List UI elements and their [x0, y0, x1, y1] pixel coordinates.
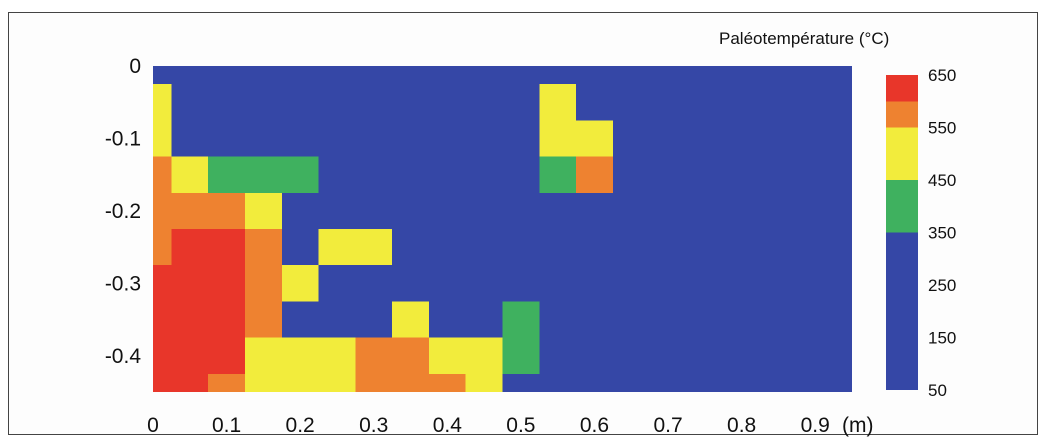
heatmap-cell [153, 120, 172, 157]
colorbar-tick-label: 450 [928, 171, 956, 190]
heatmap-cell [153, 229, 172, 266]
heatmap-cell [153, 156, 172, 193]
heatmap-cell [244, 192, 282, 229]
heatmap-cell [465, 373, 503, 392]
x-tick-label: 0.4 [433, 414, 463, 437]
x-axis-unit: (m) [842, 414, 873, 437]
heatmap-cell [171, 156, 209, 193]
heatmap-cell [244, 229, 282, 338]
colorbar-title: Paléotempérature (°C) [719, 29, 889, 48]
heatmap-cell [171, 229, 245, 374]
colorbar-band [886, 75, 918, 102]
x-tick-label: 0.1 [212, 414, 241, 437]
heatmap-cell [502, 301, 540, 374]
y-tick-label: 0 [129, 55, 141, 78]
heatmap-cell [318, 229, 393, 266]
heatmap-cells [153, 84, 613, 392]
y-tick-label: -0.3 [105, 272, 141, 295]
x-tick-label: 0.7 [653, 414, 682, 437]
heatmap-cell [244, 337, 356, 392]
x-tick-label: 0.6 [580, 414, 609, 437]
x-axis-ticks: 0 0.1 0.2 0.3 0.4 0.5 0.6 0.7 0.8 0.9 [147, 414, 830, 437]
x-tick-label: 0.5 [506, 414, 535, 437]
heatmap-cell [539, 156, 577, 193]
x-tick-label: 0.2 [286, 414, 315, 437]
heatmap-cell [281, 265, 319, 302]
x-tick-label: 0.8 [727, 414, 756, 437]
heatmap-cell [355, 337, 429, 392]
colorbar-band [886, 127, 918, 180]
y-tick-label: -0.1 [105, 127, 141, 150]
colorbar-tick-label: 650 [928, 66, 956, 85]
y-tick-label: -0.4 [105, 345, 142, 368]
x-tick-label: 0.3 [359, 414, 388, 437]
heatmap-cell [428, 373, 466, 392]
heatmap-cell [428, 337, 503, 374]
heatmap-cell [208, 156, 319, 193]
colorbar-tick-label: 550 [928, 119, 956, 138]
heatmap-cell [392, 301, 429, 338]
heatmap-cell [539, 84, 577, 121]
x-tick-label: 0 [147, 414, 159, 437]
heatmap-cell [153, 84, 172, 121]
colorbar-band [886, 101, 918, 128]
colorbar-tick-label: 350 [928, 224, 956, 243]
y-axis-ticks: 0 -0.1 -0.2 -0.3 -0.4 [105, 55, 142, 368]
colorbar-band [886, 232, 918, 390]
heatmap-cell [153, 192, 245, 229]
heatmap-cell [539, 120, 613, 157]
heatmap-cell [208, 373, 245, 392]
colorbar-band [886, 180, 918, 233]
x-tick-label: 0.9 [801, 414, 830, 437]
colorbar: 650 550 450 350 250 150 50 [886, 66, 956, 400]
colorbar-tick-label: 50 [928, 381, 947, 400]
heatmap-cell [153, 265, 172, 392]
heatmap-cell [171, 373, 209, 392]
heatmap-cell [576, 156, 613, 193]
colorbar-tick-label: 150 [928, 329, 956, 348]
y-tick-label: -0.2 [105, 200, 141, 223]
colorbar-tick-label: 250 [928, 276, 956, 295]
